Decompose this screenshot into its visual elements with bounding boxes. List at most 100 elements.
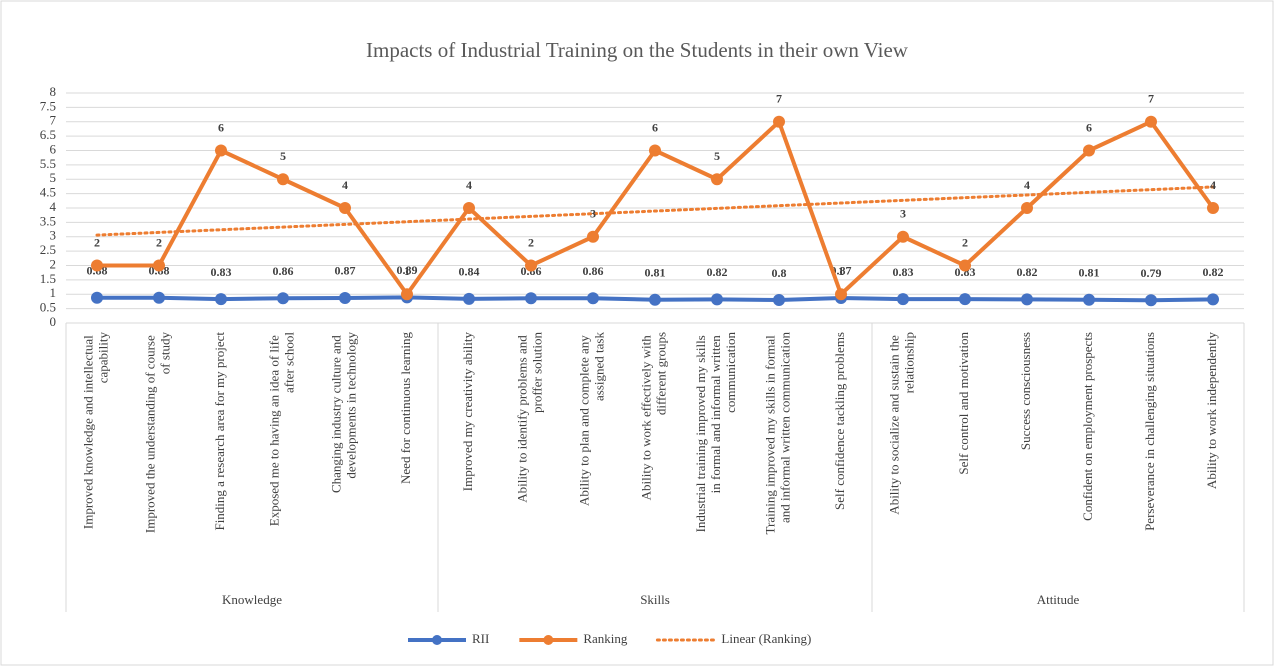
data-label: 2 bbox=[528, 235, 534, 249]
data-point bbox=[1083, 144, 1095, 157]
data-label: 0.83 bbox=[893, 265, 914, 279]
data-point bbox=[153, 259, 165, 272]
data-point bbox=[525, 292, 537, 305]
y-tick-label: 1.5 bbox=[40, 271, 56, 286]
data-point bbox=[525, 259, 537, 272]
group-label: Knowledge bbox=[222, 592, 282, 607]
data-point bbox=[153, 291, 165, 304]
data-point bbox=[959, 293, 971, 306]
data-point bbox=[1207, 293, 1219, 306]
data-point bbox=[1145, 294, 1157, 307]
data-point bbox=[1021, 202, 1033, 214]
data-label: 5 bbox=[714, 149, 720, 163]
x-tick-label: Improved knowledge and intellectual capa… bbox=[80, 332, 110, 530]
group-label: Attitude bbox=[1037, 592, 1080, 607]
legend-marker bbox=[543, 635, 554, 645]
x-tick-label: Improved my creativity ability bbox=[460, 332, 475, 492]
data-point bbox=[711, 293, 723, 306]
y-tick-label: 6.5 bbox=[40, 127, 56, 142]
data-label: 0.82 bbox=[1017, 265, 1038, 279]
data-label: 6 bbox=[218, 120, 224, 134]
chart-title: Impacts of Industrial Training on the St… bbox=[366, 38, 909, 62]
data-point bbox=[587, 292, 599, 305]
data-label: 0.86 bbox=[273, 264, 294, 278]
data-point bbox=[649, 293, 661, 306]
x-tick-label: Ability to socialize and sustain the rel… bbox=[886, 332, 916, 515]
data-point bbox=[897, 230, 909, 243]
data-label: 5 bbox=[280, 149, 286, 163]
y-tick-label: 0.5 bbox=[40, 300, 56, 315]
data-point bbox=[463, 202, 475, 214]
data-label: 0.81 bbox=[645, 265, 666, 279]
data-point bbox=[277, 292, 289, 305]
data-point bbox=[215, 293, 227, 306]
data-label: 0.82 bbox=[1203, 265, 1224, 279]
data-point bbox=[277, 173, 289, 186]
data-label: 4 bbox=[1024, 178, 1030, 192]
x-tick-label: Ability to work effectively with differe… bbox=[638, 332, 668, 500]
data-label: 7 bbox=[1148, 92, 1154, 106]
data-point bbox=[91, 291, 103, 304]
data-point bbox=[649, 144, 661, 157]
data-point bbox=[897, 293, 909, 306]
x-tick-label: Training improved my skills in formal an… bbox=[762, 332, 792, 535]
y-tick-label: 7.5 bbox=[40, 98, 56, 113]
data-label: 4 bbox=[1210, 178, 1216, 192]
data-label: 4 bbox=[466, 178, 472, 192]
data-point bbox=[1145, 115, 1157, 128]
group-label: Skills bbox=[640, 592, 670, 607]
y-tick-label: 2.5 bbox=[40, 242, 56, 257]
y-tick-label: 4.5 bbox=[40, 185, 56, 200]
data-point bbox=[959, 259, 971, 272]
y-tick-label: 5 bbox=[50, 170, 57, 185]
x-tick-label: Improved the understanding of course of … bbox=[142, 332, 172, 534]
data-point bbox=[1021, 293, 1033, 306]
data-point bbox=[463, 292, 475, 305]
y-tick-label: 0 bbox=[50, 314, 57, 329]
data-point bbox=[587, 230, 599, 243]
data-label: 0.83 bbox=[211, 265, 232, 279]
legend-label: Ranking bbox=[583, 631, 628, 646]
y-tick-label: 5.5 bbox=[40, 156, 56, 171]
y-tick-label: 8 bbox=[50, 84, 57, 99]
data-label: 2 bbox=[962, 235, 968, 249]
data-point bbox=[773, 115, 785, 128]
y-tick-label: 2 bbox=[50, 256, 57, 271]
data-label: 0.86 bbox=[583, 264, 604, 278]
data-point bbox=[91, 259, 103, 272]
x-tick-label: Changing industry culture and developmen… bbox=[328, 332, 358, 494]
x-tick-label: Confident on employment prospects bbox=[1080, 332, 1095, 521]
y-tick-label: 6 bbox=[50, 141, 57, 156]
data-label: 7 bbox=[776, 92, 782, 106]
data-label: 0.87 bbox=[335, 264, 356, 278]
data-label: 1 bbox=[838, 264, 844, 278]
trendline bbox=[95, 185, 1215, 237]
data-label: 6 bbox=[652, 120, 658, 134]
data-point bbox=[773, 294, 785, 306]
x-tick-label: Industrial training improved my skills i… bbox=[693, 332, 738, 533]
legend-marker bbox=[432, 635, 442, 645]
data-label: 2 bbox=[94, 235, 100, 249]
x-tick-label: Success consciousness bbox=[1018, 332, 1033, 450]
x-tick-label: Ability to plan and complete any assigne… bbox=[576, 332, 606, 507]
x-tick-label: Finding a research area for my project bbox=[212, 332, 227, 531]
legend-label: Linear (Ranking) bbox=[721, 631, 811, 646]
data-point bbox=[215, 144, 227, 157]
x-tick-label: Exposed me to having an idea of life aft… bbox=[266, 332, 296, 527]
x-tick-label: Ability to identify problems and proffer… bbox=[514, 332, 544, 503]
data-label: 1 bbox=[404, 264, 410, 278]
data-label: 0.81 bbox=[1079, 265, 1100, 279]
data-label: 3 bbox=[900, 207, 906, 221]
x-tick-label: Self confidence tackling problems bbox=[832, 332, 847, 510]
data-label: 4 bbox=[342, 178, 348, 192]
data-label: 0.84 bbox=[459, 265, 480, 279]
data-label: 0.8 bbox=[772, 266, 787, 280]
data-label: 6 bbox=[1086, 120, 1092, 134]
data-label: 0.79 bbox=[1141, 266, 1162, 280]
y-tick-label: 7 bbox=[50, 113, 57, 128]
x-tick-label: Self control and motivation bbox=[956, 332, 971, 475]
x-tick-label: Perseverance in challenging situations bbox=[1142, 332, 1157, 531]
data-point bbox=[401, 288, 413, 301]
